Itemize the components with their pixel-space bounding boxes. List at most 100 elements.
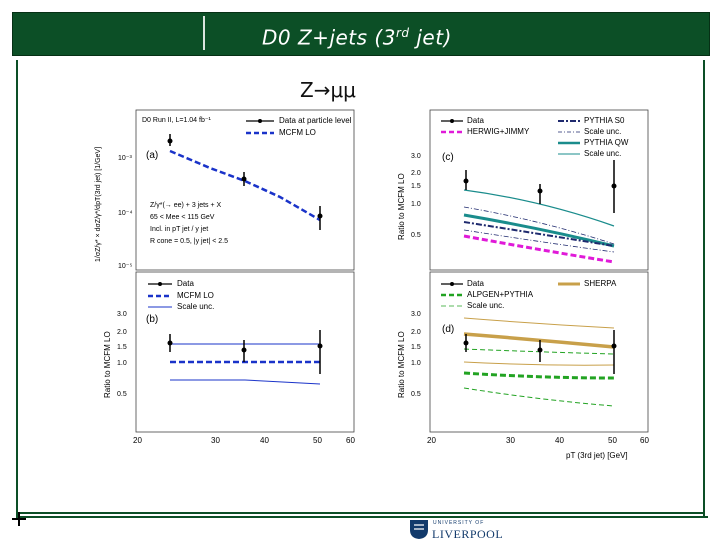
panel-c-legend-pythia-qw: PYTHIA QW (584, 138, 629, 147)
university-crest-icon (410, 520, 428, 539)
panel-d-ytick-2: 1.5 (411, 344, 421, 351)
panel-c-ytick-0: 3.0 (411, 153, 421, 160)
panel-d-legend-sherpa: SHERPA (584, 279, 617, 288)
panel-b-label: (b) (146, 314, 158, 325)
content-frame-bottom (16, 512, 705, 514)
panel-b-legend-data: Data (177, 279, 194, 288)
panel-d-xtick-0: 20 (427, 436, 436, 445)
panel-d-legend: Data ALPGEN+PYTHIA Scale unc. SHERPA (441, 279, 617, 310)
panel-c-legend-scale-2: Scale unc. (584, 149, 621, 158)
panel-a-legend-mcfm: MCFM LO (279, 128, 316, 137)
panel-a-annotation-2: Incl. in pT jet / y jet (150, 226, 208, 233)
panel-c-ytick-4: 0.5 (411, 232, 421, 239)
panel-d-legend-data: Data (467, 279, 484, 288)
panel-c-legend-pythia-s0: PYTHIA S0 (584, 116, 625, 125)
panel-d-xtick-2: 40 (555, 436, 564, 445)
title-divider (203, 16, 205, 50)
panel-a-legend-data: Data at particle level (279, 116, 352, 125)
panel-b-point-1 (167, 340, 173, 346)
panel-b-xtick-0: 20 (133, 436, 142, 445)
panel-d-alpgen-line (463, 371, 615, 380)
panel-a-ytick-1: 10⁻⁴ (118, 210, 133, 217)
panel-c-legend-scale-1: Scale unc. (584, 127, 621, 136)
panel-b-frame (135, 271, 355, 433)
panel-c-s0-line (463, 221, 615, 247)
panel-a-frame (135, 109, 355, 271)
panel-d-label: (d) (442, 324, 454, 335)
panel-b-ylabel: Ratio to MCFM LO (103, 331, 112, 398)
panel-a-annotation-0: Z/γ*(→ ee) + 3 jets + X (150, 202, 222, 209)
panel-b-legend-mcfm: MCFM LO (177, 291, 214, 300)
panel-b-data-points (167, 330, 323, 374)
panel-d-ytick-1: 2.0 (411, 329, 421, 336)
panel-a-mcfm-line (169, 149, 321, 222)
panel-a-point-1 (167, 138, 173, 144)
panel-c-legend-herwig: HERWIG+JIMMY (467, 127, 530, 136)
panel-b-xticks: 20 30 40 50 60 (133, 436, 355, 445)
panel-d-legend-alpgen: ALPGEN+PYTHIA (467, 290, 534, 299)
panel-a-ylabel: 1/σZ/γ* × dσZ/γ*/dpT(3rd jet) [1/GeV] (95, 147, 102, 262)
panel-b-legend: Data MCFM LO Scale unc. (148, 279, 214, 311)
panel-d-xlabel: pT (3rd jet) [GeV] (566, 451, 628, 460)
content-frame-right (703, 60, 705, 516)
panel-d-sherpa-line (463, 332, 615, 349)
panel-a-legend: Data at particle level MCFM LO (246, 116, 352, 137)
panel-d-frame (429, 271, 649, 433)
panel-b-xtick-4: 60 (346, 436, 355, 445)
panel-c-point-3 (611, 183, 617, 189)
panel-d-xtick-1: 30 (506, 436, 515, 445)
panel-d-ylabel: Ratio to MCFM LO (397, 331, 406, 398)
slide-subtitle: Z→μμ (300, 78, 356, 102)
panel-d-xticks: 20 30 40 50 60 (427, 436, 649, 445)
panel-d-xtick-3: 50 (608, 436, 617, 445)
panel-d-ytick-3: 1.0 (411, 360, 421, 367)
panel-b-ytick-3: 1.0 (117, 360, 127, 367)
panel-c-legend: Data HERWIG+JIMMY PYTHIA S0 Scale unc. P… (441, 116, 629, 158)
corner-mark-vertical (18, 512, 20, 526)
panel-c-ytick-1: 2.0 (411, 170, 421, 177)
panel-c-s0-unc-down (463, 229, 615, 253)
panel-c-yticks: 3.0 2.0 1.5 1.0 0.5 (411, 153, 421, 239)
panel-b-xtick-2: 40 (260, 436, 269, 445)
panel-d-ytick-4: 0.5 (411, 391, 421, 398)
panel-d-yticks: 3.0 2.0 1.5 1.0 0.5 (411, 311, 421, 398)
panel-b-ytick-2: 1.5 (117, 344, 127, 351)
panel-b-yticks: 3.0 2.0 1.5 1.0 0.5 (117, 311, 127, 398)
panel-c-ytick-2: 1.5 (411, 183, 421, 190)
panel-c-frame (429, 109, 649, 271)
panel-a-point-3 (317, 213, 323, 219)
panel-b-ytick-1: 2.0 (117, 329, 127, 336)
panel-b-scale-down (170, 379, 321, 385)
panel-c-legend-data: Data (467, 116, 484, 125)
panel-b-xtick-1: 30 (211, 436, 220, 445)
panel-b-ytick-0: 3.0 (117, 311, 127, 318)
logo-liverpool: LIVERPOOL (432, 527, 504, 541)
panel-a-annotation-3: R cone = 0.5, |y jet| < 2.5 (150, 238, 228, 245)
panel-c-point-1 (463, 178, 469, 184)
panel-c-ytick-3: 1.0 (411, 201, 421, 208)
panel-d-point-3 (611, 343, 617, 349)
panel-d-sherpa-unc-down (463, 361, 615, 366)
panel-c-point-2 (537, 188, 543, 194)
panel-d-sherpa-unc-up (463, 317, 615, 329)
panel-d-data-points (463, 330, 617, 374)
panel-d-point-1 (463, 340, 469, 346)
panel-c-qw-unc-up (463, 189, 615, 227)
panel-a-ytick-2: 10⁻⁵ (118, 263, 132, 270)
panel-c-ylabel: Ratio to MCFM LO (397, 173, 406, 240)
panel-a-annotation-1: 65 < Mee < 115 GeV (150, 214, 215, 221)
panel-d-alpgen-unc-down (463, 387, 615, 407)
panel-d-ytick-0: 3.0 (411, 311, 421, 318)
slide-title: D0 Z+jets (3rd jet) (262, 25, 452, 50)
panel-b-xtick-3: 50 (313, 436, 322, 445)
content-frame (16, 60, 708, 518)
panel-a-header: D0 Run II, L=1.04 fb⁻¹ (142, 117, 212, 124)
panel-c-data-points (463, 160, 617, 213)
logo-university-of: UNIVERSITY OF (433, 520, 485, 526)
panel-c-s0-unc-up (463, 206, 615, 245)
panel-b-ytick-4: 0.5 (117, 391, 127, 398)
panel-b-legend-scale: Scale unc. (177, 302, 214, 311)
panel-a-ytick-0: 10⁻³ (118, 155, 132, 162)
panel-c-herwig-line (463, 234, 615, 264)
